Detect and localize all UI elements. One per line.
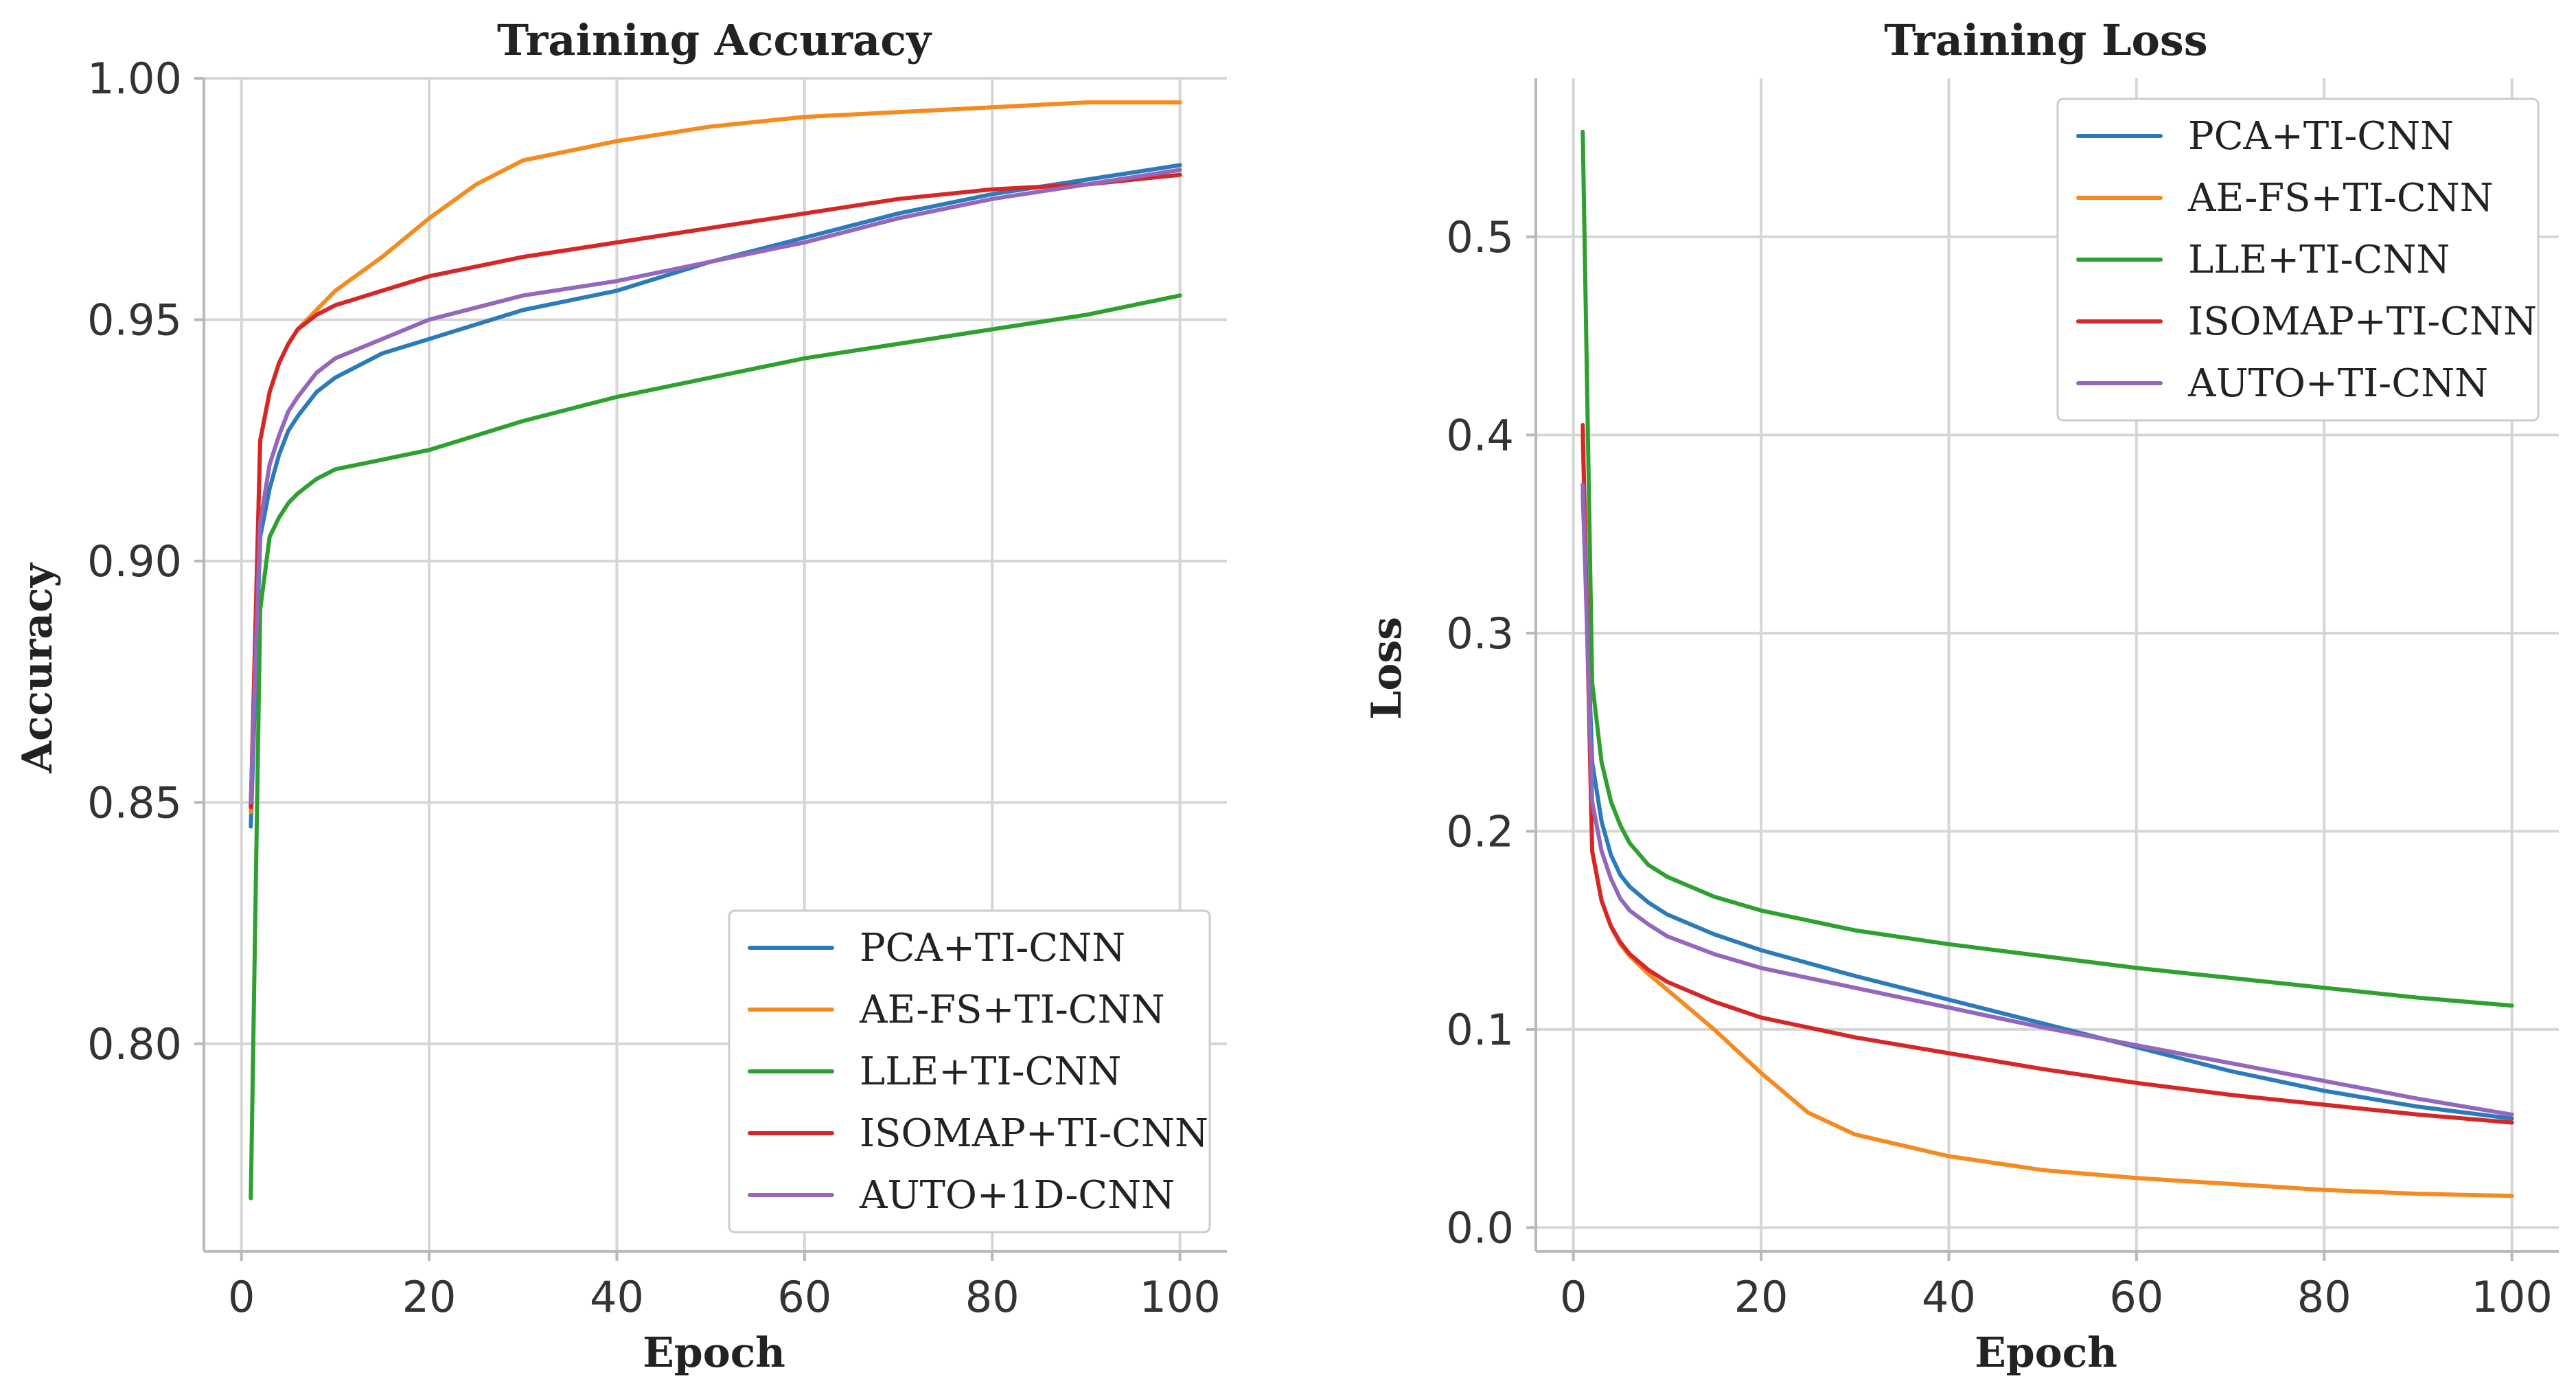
- loss-series-line-ae-fs-ti-cnn: [1580, 433, 2514, 1198]
- loss-ytick-label: 0.1: [1446, 1005, 1514, 1055]
- loss-xtick-label: 60: [2109, 1272, 2163, 1322]
- loss-chart-panel: 0 20 40 60 80 100 0.0 0.1 0.2 0.3 0.4 0.5 Training L…: [1363, 15, 2559, 1377]
- accuracy-ytick-label: 0.85: [87, 777, 182, 828]
- loss-xtick-label: 100: [2471, 1272, 2552, 1322]
- accuracy-series-line-auto-1d-cnn: [249, 168, 1182, 805]
- loss-series-line-pca-ti-cnn: [1580, 492, 2514, 1121]
- accuracy-chart-panel: 0 20 40 60 80 100 0.80 0.85 0.90 0.95 1.00 Training…: [14, 15, 1227, 1377]
- loss-series-line-lle-ti-cnn: [1580, 129, 2514, 1008]
- loss-chart-title: Training Loss: [1884, 15, 2207, 65]
- accuracy-y-axis-label: Accuracy: [14, 562, 62, 773]
- loss-legend-entry: AUTO+TI-CNN: [2187, 361, 2488, 406]
- loss-ytick-label: 0.3: [1446, 608, 1514, 659]
- accuracy-legend-frame: [728, 909, 1211, 1233]
- accuracy-legend-entry: AUTO+1D-CNN: [859, 1173, 1175, 1218]
- accuracy-xtick-label: 40: [590, 1272, 644, 1322]
- loss-legend-entry: AE-FS+TI-CNN: [2187, 176, 2494, 220]
- accuracy-ytick-label: 0.90: [87, 536, 182, 587]
- loss-series-line-auto-ti-cnn: [1580, 482, 2514, 1117]
- accuracy-series-line-isomap-ti-cnn: [249, 172, 1182, 810]
- loss-legend-frame: [2056, 98, 2540, 422]
- loss-xtick-label: 0: [1560, 1272, 1587, 1322]
- accuracy-ytick-label: 0.80: [87, 1019, 182, 1069]
- loss-series-group: [1580, 129, 2514, 1198]
- loss-xtick-label: 40: [1922, 1272, 1976, 1322]
- accuracy-series-line-pca-ti-cnn: [249, 163, 1182, 829]
- accuracy-ytick-label: 1.00: [87, 54, 182, 104]
- accuracy-series-line-lle-ti-cnn: [249, 293, 1182, 1201]
- loss-legend-entry: PCA+TI-CNN: [2188, 114, 2454, 159]
- accuracy-xtick-label: 20: [402, 1272, 457, 1322]
- accuracy-xtick-label: 100: [1139, 1272, 1220, 1322]
- loss-y-axis-label: Loss: [1363, 617, 1411, 720]
- accuracy-legend-entry: ISOMAP+TI-CNN: [860, 1111, 1208, 1156]
- loss-ytick-label: 0.4: [1446, 410, 1514, 460]
- accuracy-xtick-label: 60: [777, 1272, 831, 1322]
- accuracy-chart-title: Training Accuracy: [497, 15, 932, 65]
- loss-legend-entry: LLE+TI-CNN: [2188, 238, 2450, 282]
- loss-xtick-label: 20: [1734, 1272, 1789, 1322]
- loss-ytick-label: 0.5: [1446, 212, 1514, 262]
- accuracy-ytick-label: 0.95: [87, 295, 182, 345]
- loss-xtick-label: 80: [2297, 1272, 2351, 1322]
- accuracy-xtick-label: 0: [228, 1272, 255, 1322]
- accuracy-legend: PCA+TI-CNN AE-FS+TI-CNN LLE+TI-CNN ISOMAP+T…: [728, 909, 1211, 1233]
- accuracy-legend-entry: LLE+TI-CNN: [860, 1049, 1121, 1094]
- accuracy-series-group: [249, 100, 1182, 1201]
- accuracy-legend-entry: PCA+TI-CNN: [860, 926, 1125, 970]
- loss-ytick-label: 0.0: [1446, 1203, 1514, 1253]
- accuracy-xtick-label: 80: [965, 1272, 1020, 1322]
- loss-legend-entry: ISOMAP+TI-CNN: [2188, 299, 2537, 344]
- loss-series-line-isomap-ti-cnn: [1580, 422, 2514, 1125]
- accuracy-legend-entry: AE-FS+TI-CNN: [859, 988, 1165, 1032]
- loss-legend: PCA+TI-CNN AE-FS+TI-CNN LLE+TI-CNN ISOMAP+T…: [2056, 98, 2540, 422]
- accuracy-x-axis-label: Epoch: [643, 1329, 785, 1377]
- loss-x-axis-label: Epoch: [1975, 1329, 2117, 1377]
- loss-ytick-label: 0.2: [1446, 806, 1514, 856]
